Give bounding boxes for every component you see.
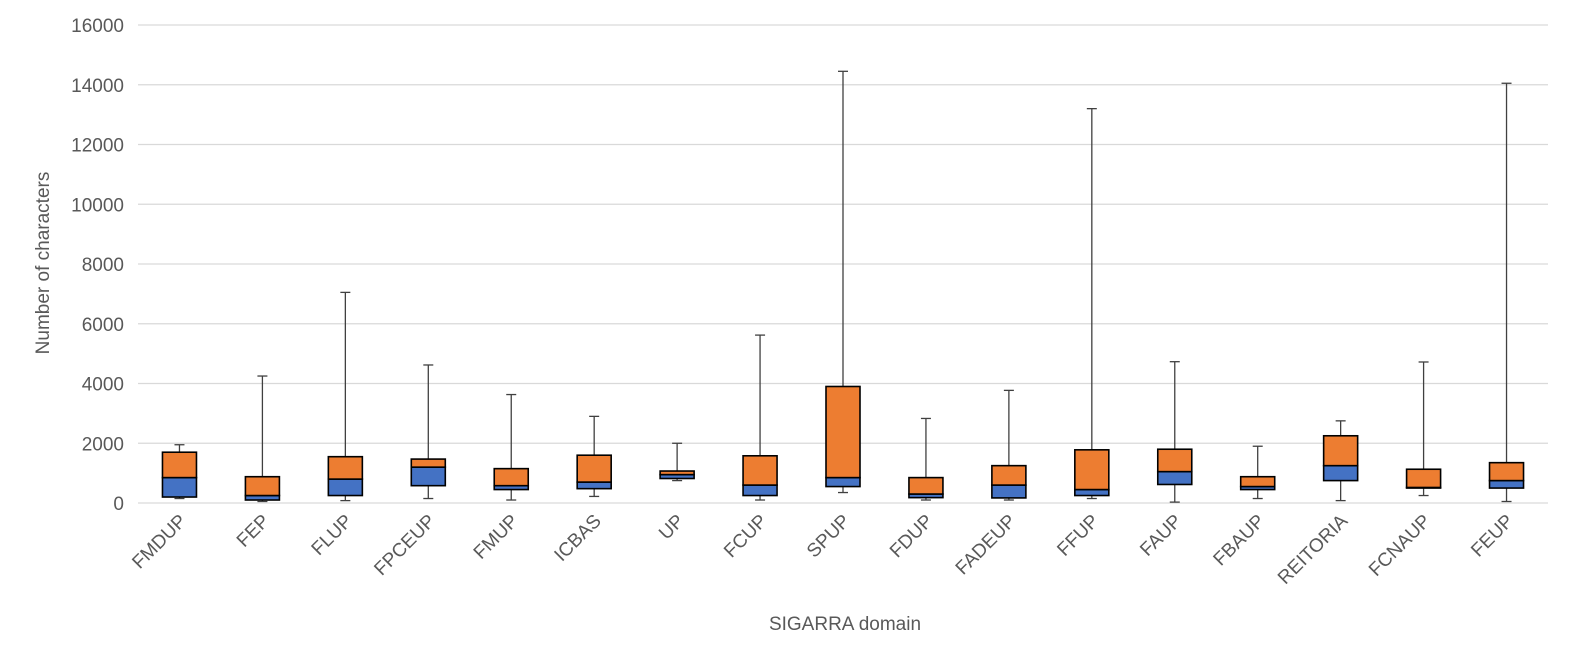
lower-box xyxy=(825,476,861,488)
x-tick-label: FADEUP xyxy=(952,511,1021,580)
y-axis-ticks: 0 2000 4000 6000 8000 10000 12000 14000 16000 xyxy=(71,16,124,515)
lower-box xyxy=(576,481,612,490)
y-tick-label: 0 xyxy=(113,494,124,515)
upper-box xyxy=(161,451,198,479)
box-icbas xyxy=(576,415,612,498)
upper-box xyxy=(1239,475,1276,488)
upper-box xyxy=(576,454,612,483)
x-tick-label: FEUP xyxy=(1467,511,1518,562)
x-tick-label: FAUP xyxy=(1136,511,1186,561)
box-fcnaup xyxy=(1405,361,1442,497)
lower-box xyxy=(1074,488,1110,497)
box-fadeup xyxy=(991,389,1027,501)
lower-box xyxy=(1156,470,1193,486)
upper-box xyxy=(327,455,364,480)
y-tick-label: 10000 xyxy=(71,195,124,216)
y-axis-title: Number of characters xyxy=(33,172,54,355)
upper-box xyxy=(742,454,778,486)
x-tick-label: FFUP xyxy=(1053,511,1103,561)
box-up xyxy=(659,442,695,482)
box-feup xyxy=(1488,82,1525,503)
y-tick-label: 16000 xyxy=(71,16,124,37)
lower-box xyxy=(1322,464,1359,482)
upper-box xyxy=(991,464,1027,486)
x-tick-label: UP xyxy=(655,511,689,545)
x-tick-label: FCUP xyxy=(720,511,771,562)
x-tick-label: FBAUP xyxy=(1210,511,1270,571)
lower-box xyxy=(1488,479,1525,489)
lower-box xyxy=(410,466,447,487)
box-fpceup xyxy=(410,364,447,500)
box-fmup xyxy=(493,393,530,501)
box-ffup xyxy=(1074,108,1110,500)
x-tick-label: FMDUP xyxy=(128,511,191,574)
y-tick-label: 6000 xyxy=(82,315,124,336)
upper-box xyxy=(659,470,695,476)
box-reitoria xyxy=(1322,420,1359,502)
x-axis-title: SIGARRA domain xyxy=(769,614,921,635)
box-faup xyxy=(1156,361,1193,503)
x-tick-label: FPCEUP xyxy=(370,511,439,580)
y-tick-label: 12000 xyxy=(71,136,124,157)
x-tick-label: SPUP xyxy=(803,511,854,562)
lower-box xyxy=(991,484,1027,499)
upper-box xyxy=(1405,468,1442,489)
x-tick-label: REITORIA xyxy=(1274,510,1352,588)
x-axis-ticks: FMDUP FEP FLUP FPCEUP FMUP ICBAS UP FCUP SPUP FDU… xyxy=(128,510,1518,588)
y-tick-label: 8000 xyxy=(82,255,124,276)
box-fbaup xyxy=(1239,445,1276,500)
box-series xyxy=(161,70,1525,503)
upper-box xyxy=(825,385,861,479)
upper-box xyxy=(244,475,281,497)
upper-box xyxy=(410,458,447,468)
y-tick-label: 14000 xyxy=(71,76,124,97)
box-fep xyxy=(244,375,281,503)
x-tick-label: FMUP xyxy=(470,511,523,564)
lower-box xyxy=(327,478,364,497)
box-flup xyxy=(327,291,364,502)
x-tick-label: FLUP xyxy=(308,511,357,560)
x-tick-label: ICBAS xyxy=(551,511,606,566)
upper-box xyxy=(1322,434,1359,467)
lower-box xyxy=(161,476,198,498)
upper-box xyxy=(1156,448,1193,473)
upper-box xyxy=(1074,449,1110,491)
lower-box xyxy=(742,484,778,497)
x-tick-label: FDUP xyxy=(886,511,937,562)
box-fdup xyxy=(908,417,944,501)
box-fcup xyxy=(742,334,778,501)
x-tick-label: FCNAUP xyxy=(1365,511,1435,581)
box-spup xyxy=(825,70,861,494)
box-fmdup xyxy=(161,444,198,500)
upper-box xyxy=(908,476,944,495)
y-tick-label: 4000 xyxy=(82,375,124,396)
upper-box xyxy=(493,467,530,487)
upper-box xyxy=(1488,461,1525,482)
x-tick-label: FEP xyxy=(233,511,274,552)
y-tick-label: 2000 xyxy=(82,434,124,455)
